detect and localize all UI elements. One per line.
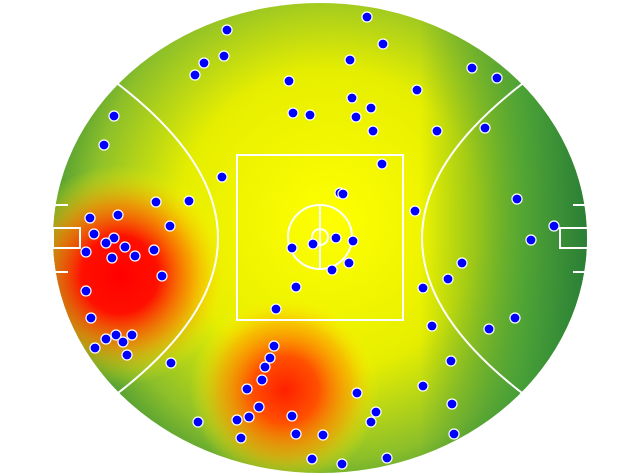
point <box>525 234 537 246</box>
point <box>431 125 443 137</box>
point <box>112 209 124 221</box>
point <box>330 232 342 244</box>
point <box>264 352 276 364</box>
point <box>442 273 454 285</box>
point <box>290 281 302 293</box>
point <box>361 11 373 23</box>
point <box>337 188 349 200</box>
point <box>491 72 503 84</box>
point <box>85 312 97 324</box>
point <box>126 329 138 341</box>
point <box>189 69 201 81</box>
point <box>346 92 358 104</box>
point <box>150 196 162 208</box>
point <box>183 195 195 207</box>
point <box>241 383 253 395</box>
point <box>108 110 120 122</box>
point <box>192 416 204 428</box>
point <box>148 244 160 256</box>
point <box>231 414 243 426</box>
point <box>98 139 110 151</box>
point <box>326 264 338 276</box>
point <box>511 193 523 205</box>
point <box>426 320 438 332</box>
point <box>80 285 92 297</box>
point <box>417 282 429 294</box>
point <box>221 24 233 36</box>
point <box>479 122 491 134</box>
point <box>129 250 141 262</box>
point <box>343 257 355 269</box>
point <box>445 355 457 367</box>
point <box>286 242 298 254</box>
point <box>365 102 377 114</box>
point <box>218 50 230 62</box>
point <box>84 212 96 224</box>
point <box>367 125 379 137</box>
point <box>336 458 348 470</box>
point <box>417 380 429 392</box>
point <box>351 387 363 399</box>
point <box>216 171 228 183</box>
point <box>466 62 478 74</box>
point <box>304 109 316 121</box>
point <box>108 232 120 244</box>
point <box>317 429 329 441</box>
point <box>286 410 298 422</box>
point <box>100 333 112 345</box>
point <box>119 241 131 253</box>
point <box>110 329 122 341</box>
point <box>350 111 362 123</box>
point <box>268 340 280 352</box>
point <box>106 252 118 264</box>
point <box>243 411 255 423</box>
point <box>290 428 302 440</box>
point <box>376 158 388 170</box>
point <box>306 453 318 465</box>
point <box>347 235 359 247</box>
point <box>344 54 356 66</box>
point <box>283 75 295 87</box>
point <box>80 246 92 258</box>
point <box>381 452 393 464</box>
point <box>287 107 299 119</box>
point <box>411 84 423 96</box>
point <box>446 398 458 410</box>
point <box>307 238 319 250</box>
point <box>117 336 129 348</box>
point <box>164 220 176 232</box>
point <box>270 303 282 315</box>
point <box>198 57 210 69</box>
point <box>253 401 265 413</box>
point <box>370 406 382 418</box>
point <box>100 237 112 249</box>
point <box>483 323 495 335</box>
point <box>456 257 468 269</box>
point <box>377 38 389 50</box>
point <box>121 349 133 361</box>
point <box>156 270 168 282</box>
point <box>88 228 100 240</box>
point <box>89 342 101 354</box>
point <box>256 374 268 386</box>
point <box>165 357 177 369</box>
point <box>235 432 247 444</box>
point <box>448 428 460 440</box>
point <box>259 361 271 373</box>
point <box>365 416 377 428</box>
point <box>409 205 421 217</box>
point <box>509 312 521 324</box>
point <box>548 220 560 232</box>
